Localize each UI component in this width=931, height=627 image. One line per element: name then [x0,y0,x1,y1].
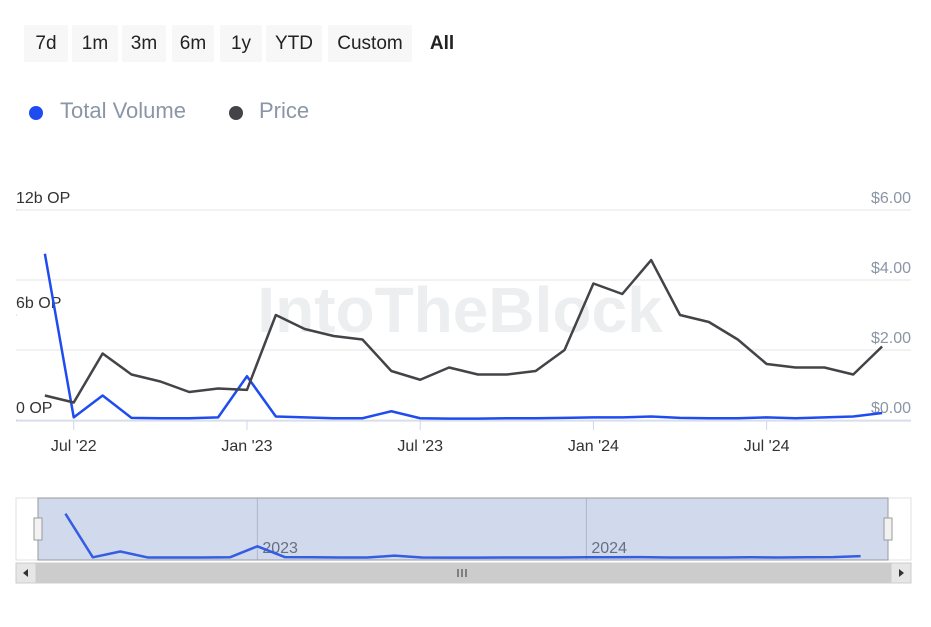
y-tick-label: 6b OP [16,295,61,312]
navigator-line [64,513,861,559]
range-button-label[interactable]: Custom [337,33,402,54]
x-tick-label: Jan '23 [221,438,272,455]
volume-line [43,253,883,420]
legend-marker[interactable] [229,106,243,120]
navigator-handle[interactable] [883,517,893,541]
range-button-label[interactable]: 1m [82,33,108,54]
x-tick-label: Jul '23 [397,438,443,455]
navigator-mask[interactable] [37,497,889,561]
range-button[interactable] [328,25,412,62]
navigator-handle[interactable] [33,517,43,541]
range-button[interactable] [24,25,68,62]
navigator-label: 2024 [591,540,627,557]
range-button[interactable] [266,25,322,62]
range-button-label[interactable]: 6m [180,33,206,54]
legend-label[interactable]: Total Volume [60,98,186,123]
x-tick-label: Jul '24 [744,438,790,455]
y2-tick-label: $4.00 [871,260,911,277]
scrollbar-arrow [899,569,904,577]
range-button[interactable] [122,25,166,62]
navigator-bg [15,497,912,561]
range-button[interactable] [72,25,118,62]
scrollbar-arrow [23,569,28,577]
range-button-label[interactable]: 7d [35,33,56,54]
y2-tick-label: $6.00 [871,190,911,207]
range-button-label[interactable]: 3m [131,33,157,54]
x-tick-label: Jan '24 [568,438,619,455]
watermark: IntoTheBlock [257,274,663,346]
range-button[interactable] [172,25,214,62]
y2-tick-label: $2.00 [871,330,911,347]
range-button-label[interactable]: 1y [231,33,252,54]
y-tick-label: 12b OP [16,190,70,207]
x-tick-label: Jul '22 [51,438,97,455]
range-button-label[interactable]: YTD [275,33,313,54]
y-tick-label: 0 OP [16,400,52,417]
range-button[interactable] [420,25,464,62]
range-button-label[interactable]: All [430,33,454,54]
range-button[interactable] [220,25,262,62]
legend-label[interactable]: Price [259,98,309,123]
legend-marker[interactable] [29,106,43,120]
price-line [44,258,883,404]
scrollbar-thumb[interactable] [35,562,891,584]
